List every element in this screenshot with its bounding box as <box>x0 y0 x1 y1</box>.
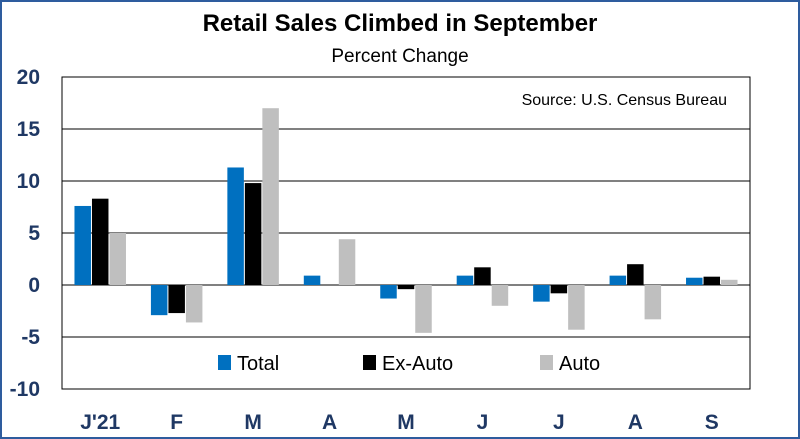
bar-total <box>150 285 168 316</box>
x-tick-label: M <box>397 411 415 434</box>
bar-auto <box>644 285 662 320</box>
bar-auto <box>338 239 356 285</box>
legend-swatch <box>540 355 553 370</box>
legend-swatch <box>363 355 376 370</box>
bar-ex-auto <box>397 285 415 290</box>
y-axis-ticks: 20 15 10 5 0 -5 -10 <box>10 66 41 401</box>
bar-ex-auto <box>168 285 185 314</box>
bars <box>74 108 738 333</box>
legend-label: Total <box>237 353 279 375</box>
y-tick-label: -5 <box>21 326 40 349</box>
bar-ex-auto <box>703 276 721 285</box>
bar-total <box>533 285 550 302</box>
bar-ex-auto <box>627 264 644 285</box>
bar-auto <box>568 285 585 330</box>
x-axis-ticks: J'21 F M A M J J A S <box>80 411 719 434</box>
x-tick-label: S <box>705 411 719 434</box>
x-tick-label: J <box>477 411 489 434</box>
bar-total <box>609 275 627 285</box>
x-tick-label: F <box>170 411 183 434</box>
bar-total <box>456 275 474 285</box>
bar-total <box>227 167 244 285</box>
bar-total <box>686 277 703 285</box>
y-tick-label: 15 <box>17 118 41 141</box>
bar-auto <box>491 285 509 306</box>
bar-ex-auto <box>91 198 109 285</box>
y-tick-label: 20 <box>17 66 40 89</box>
legend: Total Ex-Auto Auto <box>218 353 600 375</box>
bar-total <box>380 285 397 299</box>
y-tick-label: 5 <box>28 222 40 245</box>
y-tick-label: 0 <box>28 274 40 297</box>
bar-auto <box>185 285 203 323</box>
x-tick-label: J'21 <box>80 411 120 434</box>
source-note: Source: U.S. Census Bureau <box>522 92 727 109</box>
bar-auto <box>262 108 279 285</box>
bar-auto <box>721 279 738 285</box>
bar-ex-auto <box>474 267 491 285</box>
legend-label: Auto <box>559 353 600 375</box>
bar-ex-auto <box>321 285 338 286</box>
bar-ex-auto <box>244 183 262 285</box>
plot-area-border <box>61 76 751 390</box>
x-tick-label: A <box>628 411 643 434</box>
bar-ex-auto <box>550 285 568 294</box>
y-tick-label: -10 <box>10 378 40 401</box>
bar-auto <box>415 285 432 333</box>
chart-title: Retail Sales Climbed in September <box>202 10 598 37</box>
y-tick-label: 10 <box>17 170 40 193</box>
bar-total <box>303 275 321 285</box>
bar-auto <box>109 233 126 285</box>
legend-label: Ex-Auto <box>382 353 453 375</box>
bar-total <box>74 205 91 285</box>
x-tick-label: A <box>322 411 337 434</box>
chart-subtitle: Percent Change <box>331 46 469 67</box>
legend-swatch <box>218 355 231 370</box>
x-tick-label: J <box>553 411 565 434</box>
x-tick-label: M <box>244 411 262 434</box>
